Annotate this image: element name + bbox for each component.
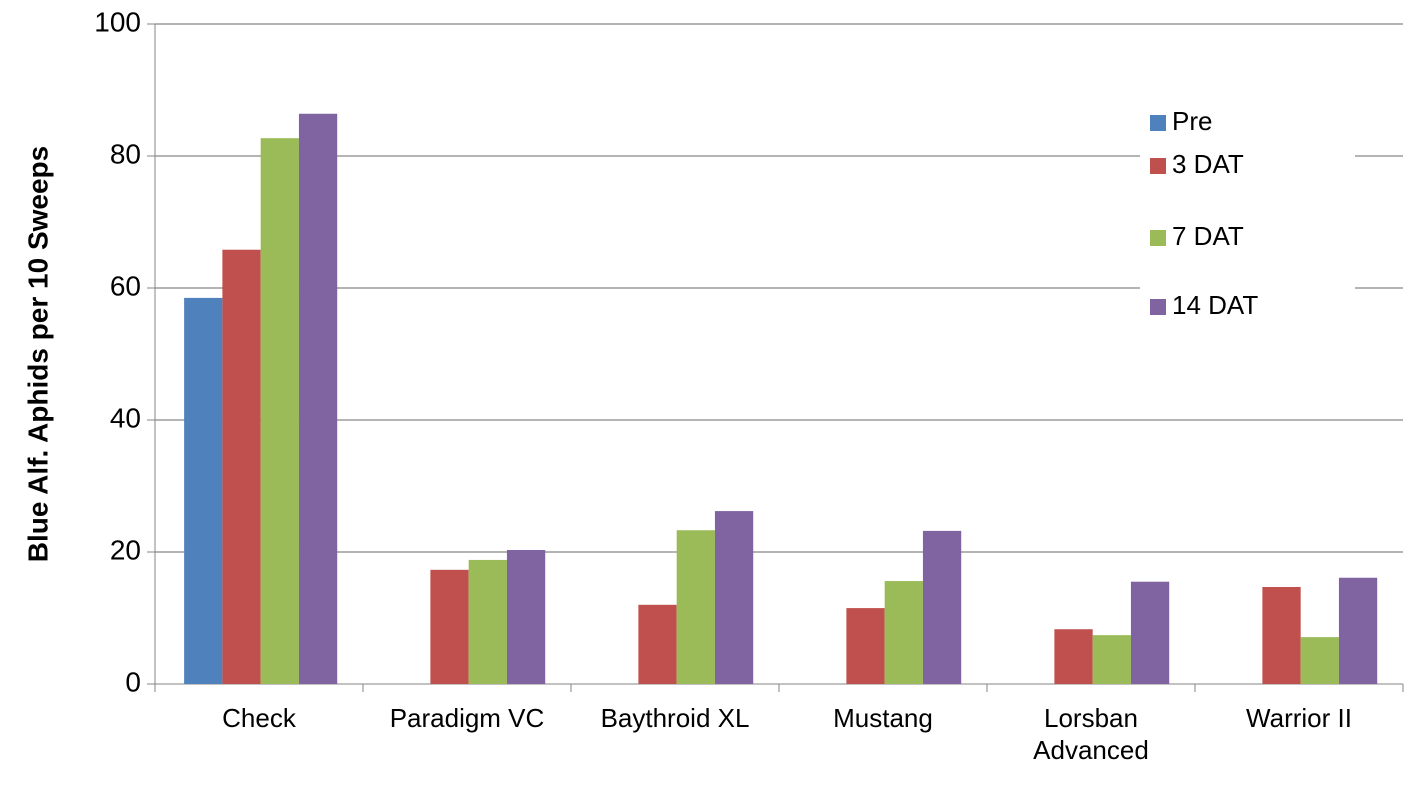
bar bbox=[260, 138, 299, 684]
x-tick-label: Mustang bbox=[833, 703, 933, 733]
legend-swatch bbox=[1150, 115, 1166, 131]
bar bbox=[1300, 637, 1339, 684]
y-tick-label: 20 bbox=[110, 534, 141, 565]
y-tick-label: 80 bbox=[110, 138, 141, 169]
bar bbox=[1054, 629, 1093, 684]
legend-swatch bbox=[1150, 230, 1166, 246]
bar bbox=[430, 569, 469, 684]
legend-label: Pre bbox=[1172, 106, 1212, 136]
bar bbox=[222, 249, 261, 684]
x-tick-label: Check bbox=[222, 703, 296, 733]
bar bbox=[506, 550, 546, 684]
bar bbox=[676, 530, 715, 684]
bar bbox=[298, 113, 338, 684]
y-tick-label: 60 bbox=[110, 270, 141, 301]
x-tick-label: Paradigm VC bbox=[389, 703, 545, 733]
bar bbox=[714, 511, 754, 684]
y-tick-label: 100 bbox=[94, 6, 141, 37]
bar bbox=[1130, 581, 1170, 684]
bar bbox=[884, 581, 923, 684]
bar bbox=[468, 559, 507, 684]
bar bbox=[1338, 577, 1378, 684]
y-axis-label: Blue Alf. Aphids per 10 Sweeps bbox=[22, 146, 53, 562]
bar bbox=[184, 297, 223, 684]
bar bbox=[1092, 635, 1131, 684]
x-tick-label: Baythroid XL bbox=[600, 703, 750, 733]
x-tick-label: Warrior II bbox=[1246, 703, 1352, 733]
legend-box bbox=[1140, 90, 1355, 340]
legend-label: 14 DAT bbox=[1172, 290, 1258, 320]
y-tick-label: 40 bbox=[110, 402, 141, 433]
bar bbox=[638, 604, 677, 684]
legend-label: 7 DAT bbox=[1172, 221, 1244, 251]
x-tick-label: Lorsban Advanced bbox=[1033, 703, 1149, 765]
y-tick-label: 0 bbox=[125, 666, 141, 697]
bar bbox=[846, 608, 885, 684]
bar bbox=[922, 530, 962, 684]
legend-swatch bbox=[1150, 299, 1166, 315]
bar bbox=[1262, 586, 1301, 684]
legend-swatch bbox=[1150, 158, 1166, 174]
legend-label: 3 DAT bbox=[1172, 149, 1244, 179]
